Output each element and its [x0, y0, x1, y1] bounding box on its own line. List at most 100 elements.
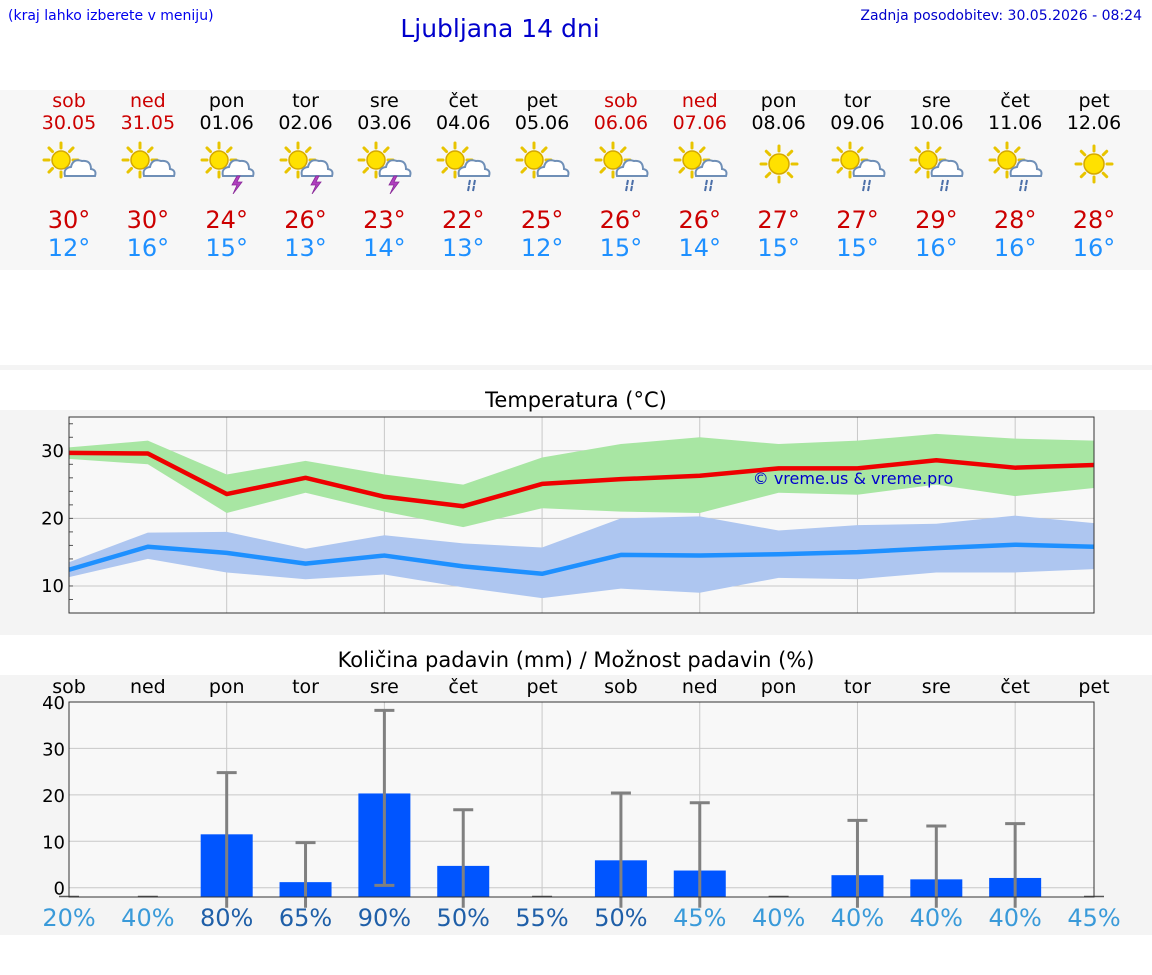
max-temperature: 26°	[599, 206, 643, 234]
precipitation-probability: 40%	[121, 904, 175, 932]
cloud-shape	[1009, 159, 1043, 177]
x-tick-label: čet	[448, 676, 479, 698]
max-temperature: 28°	[993, 206, 1037, 234]
day-date: 07.06	[672, 112, 727, 134]
cloud-shape	[852, 159, 885, 177]
y-tick-label: 40	[42, 693, 65, 714]
day-date: 02.06	[278, 112, 333, 134]
day-name: ned	[129, 90, 166, 112]
rain-shape	[940, 179, 950, 192]
y-tick-label: 10	[41, 576, 64, 597]
lightning-shape	[309, 175, 322, 194]
precipitation-probability: 65%	[278, 904, 333, 932]
forecast-panel	[0, 90, 1152, 270]
day-name: pon	[760, 90, 797, 112]
sun-shape	[42, 141, 80, 179]
max-temperature: 27°	[757, 206, 800, 234]
max-temperature: 30°	[47, 206, 91, 234]
min-temperature: 12°	[47, 234, 91, 262]
rain-shape	[624, 179, 634, 192]
x-tick-label: sob	[604, 676, 638, 698]
day-name: sre	[921, 90, 951, 112]
day-name: ned	[681, 90, 718, 112]
precipitation-probability: 90%	[357, 904, 412, 932]
min-temperature: 13°	[284, 234, 327, 262]
forecast-day: pet 12.06 28° 16°	[1054, 90, 1134, 262]
sun-shape	[759, 144, 799, 184]
x-tick-label: tor	[844, 676, 871, 698]
day-date: 03.06	[357, 112, 412, 134]
temperature-chart-title: Temperatura (°C)	[485, 388, 667, 412]
min-temperature: 12°	[520, 234, 564, 262]
day-date: 01.06	[199, 112, 254, 134]
precipitation-probability: 80%	[200, 904, 254, 932]
sun-cloud-icon	[121, 141, 176, 179]
day-date: 11.06	[987, 112, 1043, 134]
sun-shape	[121, 141, 159, 179]
precipitation-probability: 40%	[909, 904, 963, 932]
forecast-day: sob 06.06 26° 15°	[581, 90, 661, 262]
x-tick-label: pet	[526, 676, 558, 698]
min-temperature: 16°	[915, 234, 958, 262]
y-tick-label: 30	[42, 739, 65, 760]
min-temperature: 13°	[441, 234, 485, 262]
day-date: 04.06	[436, 112, 491, 134]
max-temperature: 28°	[1072, 206, 1116, 234]
cloud-shape	[536, 159, 570, 177]
precipitation-probability: 50%	[436, 904, 490, 932]
rain-shape	[467, 179, 477, 192]
sun-shape	[200, 141, 238, 179]
precipitation-probability: 45%	[673, 904, 727, 932]
day-date: 30.05	[41, 112, 97, 134]
max-temperature: 27°	[836, 206, 879, 234]
sun-shape	[1074, 144, 1114, 184]
rain-shape	[861, 179, 871, 192]
sun-shape	[594, 141, 632, 179]
precipitation-probability: 45%	[1067, 904, 1121, 932]
rain-shape	[703, 179, 713, 192]
sun-cloud-rain-icon	[988, 141, 1043, 192]
x-tick-label: čet	[1000, 676, 1030, 698]
plot-frame	[68, 416, 1095, 614]
temperature-chart: 10 20 30 © vreme.us & vreme.pro	[41, 416, 1095, 614]
sun-cloud-rain-icon	[909, 141, 964, 192]
forecast-day: tor 09.06 27° 15°	[818, 90, 898, 262]
max-temperature: 25°	[520, 206, 564, 234]
lightning-shape	[388, 175, 401, 194]
min-temperature-line	[68, 542, 1095, 577]
cloud-shape	[379, 159, 412, 177]
day-date: 08.06	[751, 112, 806, 134]
day-name: pon	[208, 90, 245, 112]
forecast-day: ned 07.06 26° 14°	[660, 90, 740, 262]
y-tick-label: 20	[41, 508, 64, 529]
min-temperature: 15°	[836, 234, 879, 262]
lightning-shape	[231, 175, 243, 194]
day-name: čet	[448, 90, 479, 112]
day-date: 12.06	[1066, 112, 1122, 134]
y-tick-label: 30	[41, 441, 64, 462]
min-temperature: 16°	[1072, 234, 1116, 262]
min-temperature: 15°	[757, 234, 800, 262]
plot-frame	[68, 701, 1095, 898]
x-tick-label: ned	[129, 676, 166, 698]
precipitation-probability: 40%	[751, 904, 806, 932]
day-date: 31.05	[120, 112, 176, 134]
last-update-label: Zadnja posodobitev: 30.05.2026 - 08:24	[860, 8, 1142, 24]
sun-icon	[759, 144, 799, 184]
forecast-day: sob 30.05 30° 12°	[29, 90, 109, 262]
y-tick-label: 10	[42, 832, 65, 853]
min-temperature-band	[69, 515, 1094, 599]
x-tick-label: sre	[921, 676, 951, 698]
max-temperature: 24°	[205, 206, 248, 234]
forecast-day: pet 05.06 25° 12°	[502, 90, 582, 262]
precipitation-probability: 40%	[830, 904, 885, 932]
sun-cloud-rain-icon	[594, 141, 649, 192]
cloud-shape	[930, 159, 964, 177]
day-name: pet	[1078, 90, 1110, 112]
cloud-shape	[300, 159, 334, 177]
max-temperature-line	[68, 450, 1095, 509]
cloud-shape	[694, 159, 728, 177]
sun-cloud-rain-icon	[673, 141, 728, 192]
precipitation-probability: 50%	[594, 904, 648, 932]
x-tick-label: sob	[52, 676, 86, 698]
